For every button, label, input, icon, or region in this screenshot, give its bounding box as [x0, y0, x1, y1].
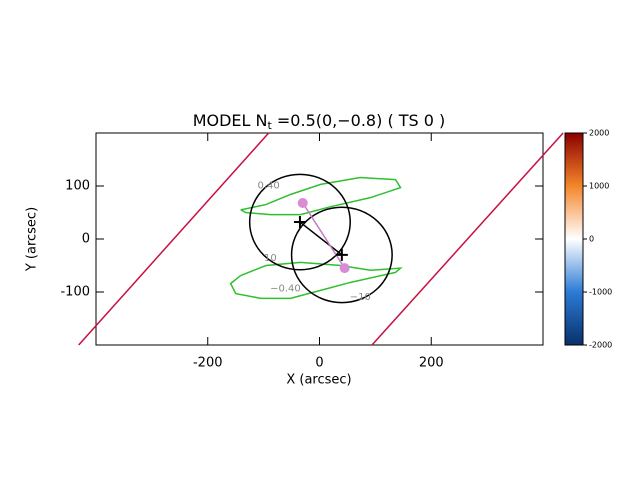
- plot-frame: [95, 132, 544, 346]
- contour-label: 10: [264, 253, 277, 264]
- contour: [229, 261, 403, 300]
- title-main: MODEL N: [193, 111, 268, 130]
- segment: [299, 221, 343, 256]
- line: [371, 132, 564, 346]
- line: [78, 132, 270, 346]
- segment: [302, 202, 346, 269]
- cross-marker: [293, 216, 306, 229]
- x-tick-label: 200: [419, 356, 444, 371]
- colorbar-tick-label: 0: [589, 235, 594, 244]
- x-tick-label: 0: [315, 356, 323, 371]
- y-tick-label: 100: [65, 179, 90, 194]
- circle: [248, 173, 351, 271]
- colorbar: [564, 132, 584, 346]
- colorbar-tick-label: -2000: [589, 341, 612, 350]
- y-tick-label: -100: [60, 285, 90, 300]
- x-tick-label: -200: [193, 356, 223, 371]
- chart-title: MODEL Nt =0.5(0,−0.8) ( TS 0 ): [193, 111, 446, 133]
- x-axis-label: X (arcsec): [286, 373, 351, 388]
- contour-label: −10: [350, 292, 371, 303]
- dot-marker: [297, 197, 308, 208]
- contour-label: −0.40: [270, 283, 301, 294]
- plot-area: 0.40 −0.40 10 −10: [229, 173, 403, 304]
- y-axis-label: Y (arcsec): [25, 207, 40, 272]
- circle: [290, 206, 393, 304]
- dot-marker: [339, 263, 350, 274]
- y-tick-label: 0: [82, 232, 90, 247]
- cross-marker: [335, 248, 348, 261]
- colorbar-tick-label: 1000: [589, 182, 609, 191]
- colorbar-tick-label: -1000: [589, 288, 612, 297]
- contour: [240, 176, 402, 216]
- contour-label: 0.40: [258, 180, 280, 191]
- title-rest: =0.5(0,−0.8) ( TS 0 ): [272, 111, 445, 130]
- title-sub: t: [267, 119, 272, 132]
- colorbar-tick-label: 2000: [589, 129, 609, 138]
